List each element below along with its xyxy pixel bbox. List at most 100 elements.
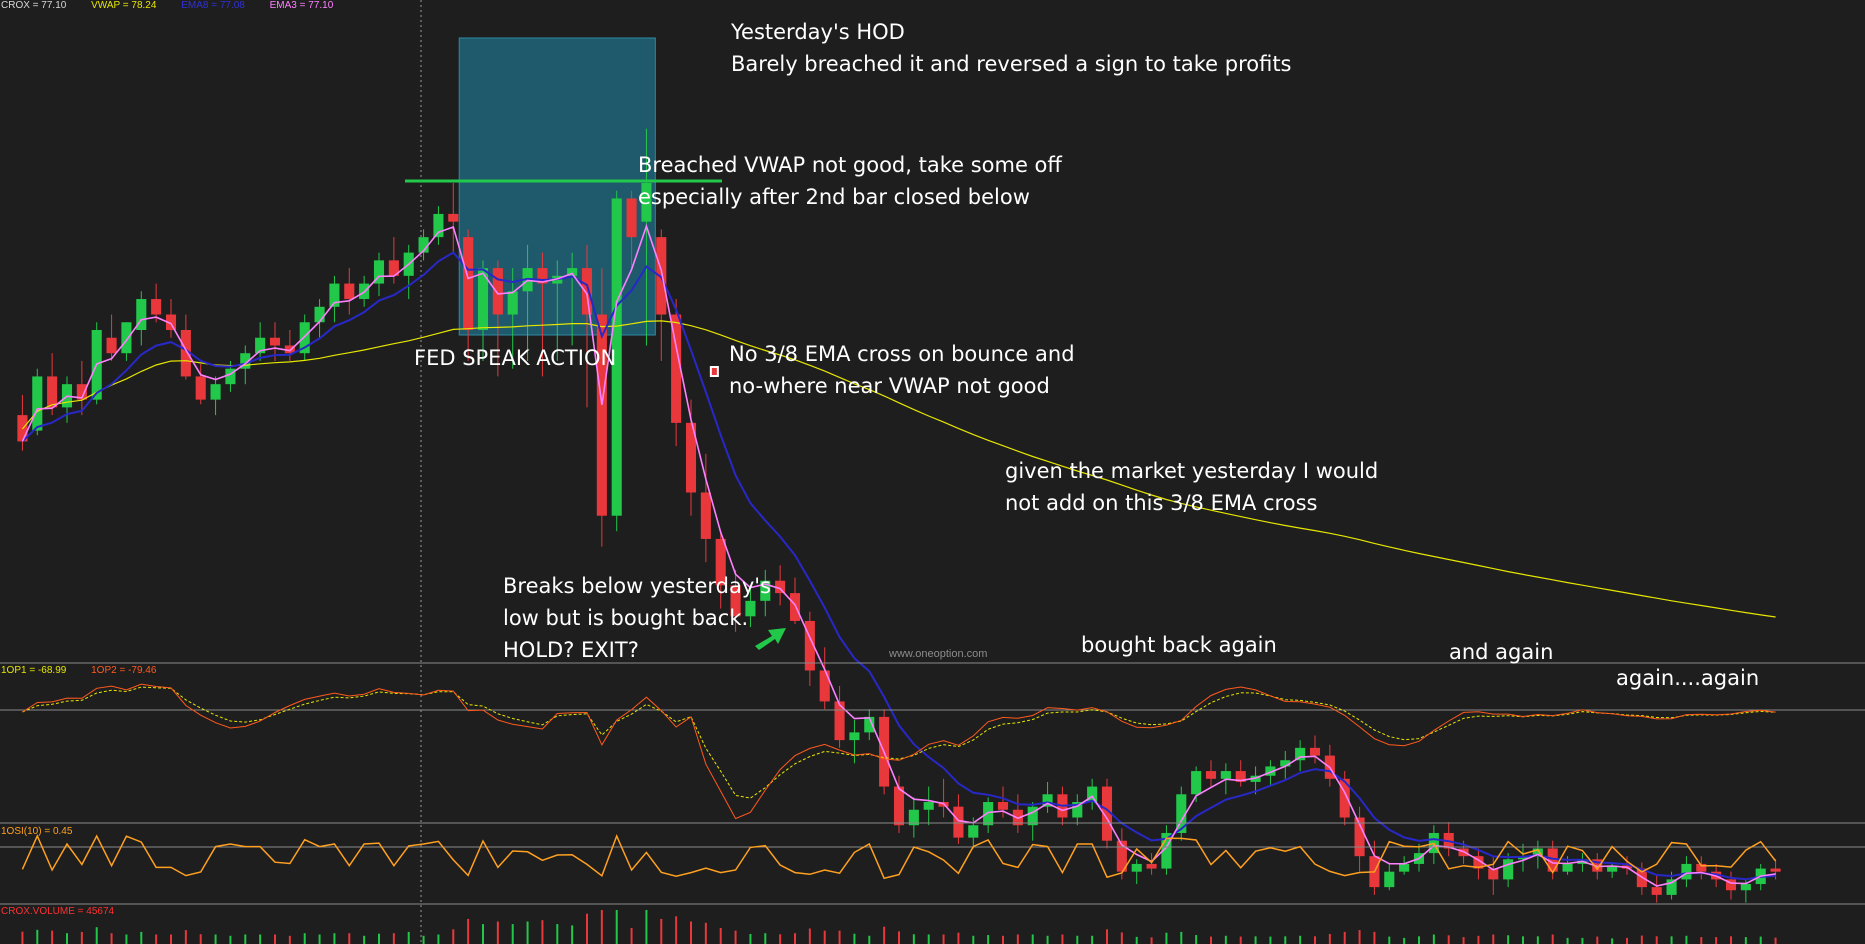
candle-body xyxy=(121,322,132,354)
candle-body xyxy=(1562,863,1573,872)
candle-body xyxy=(507,291,518,315)
candle-body xyxy=(1651,887,1662,895)
legend-1op1: 1OP1 = -68.99 xyxy=(1,665,67,676)
candle-body xyxy=(255,337,266,354)
legend-volume: CROX.VOLUME = 45674 xyxy=(1,906,115,917)
candle-body xyxy=(448,213,459,222)
candle-body xyxy=(1235,771,1246,782)
annotation-line: especially after 2nd bar closed below xyxy=(638,185,1030,209)
price-panel xyxy=(17,0,1781,944)
candle-body xyxy=(1607,865,1618,872)
candle-body xyxy=(344,283,355,300)
candle-body xyxy=(329,283,340,307)
candle-body xyxy=(819,670,830,702)
candle-body xyxy=(210,384,221,400)
candle-body xyxy=(1503,859,1514,880)
annotation-line: Barely breached it and reversed a sign t… xyxy=(731,52,1292,76)
candle-body xyxy=(47,376,58,408)
trade-marker-icon-inner xyxy=(711,368,717,375)
annotation-line: Yesterday's HOD xyxy=(731,20,905,44)
candle-body xyxy=(1042,794,1053,807)
candle-body xyxy=(968,825,979,838)
candle-body xyxy=(596,314,607,516)
annotation-line: Breaks below yesterday's xyxy=(503,574,771,598)
candle-body xyxy=(76,384,87,400)
annotation-line: HOLD? EXIT? xyxy=(503,638,639,662)
candle-body xyxy=(864,716,875,733)
annotation-again-again: again....again xyxy=(1616,666,1760,690)
ema3-line xyxy=(21,223,1776,887)
oscillator2-line xyxy=(21,834,1777,880)
annotation-ema-bounce: No 3/8 EMA cross on bounce and no-where … xyxy=(729,338,1075,402)
candle-body xyxy=(492,268,503,315)
candle-body xyxy=(136,299,147,330)
candle-body xyxy=(760,580,771,601)
candle-body xyxy=(1740,884,1751,891)
legend-ema3: EMA3 = 77.10 xyxy=(269,0,334,11)
green-arrow-icon xyxy=(755,628,786,650)
candle-body xyxy=(195,376,206,400)
osc2-legend: 1OSI(10) = 0.45 xyxy=(1,826,72,837)
candle-body xyxy=(477,268,489,330)
candle-body xyxy=(997,802,1009,810)
candle-body xyxy=(641,182,652,222)
candle-body xyxy=(1131,863,1142,872)
candle-body xyxy=(834,701,845,741)
candle-body xyxy=(730,585,741,617)
candle-body xyxy=(463,237,474,330)
candle-body xyxy=(1205,771,1217,779)
oscillator1-main-line xyxy=(22,683,1776,820)
candle-body xyxy=(269,337,281,346)
candle-body xyxy=(1681,863,1692,880)
candle-body xyxy=(1027,806,1038,826)
candle-body xyxy=(893,786,905,826)
annotation-line: no-where near VWAP not good xyxy=(729,374,1050,398)
annotation-vwap-breach: Breached VWAP not good, take some off es… xyxy=(638,149,1062,213)
candle-body xyxy=(1592,859,1603,872)
candle-body xyxy=(685,422,697,493)
candle-body xyxy=(1280,760,1291,767)
candle-body xyxy=(611,198,622,516)
candle-body xyxy=(745,600,756,617)
oscillator1-signal-line xyxy=(22,686,1776,799)
candle-body xyxy=(418,237,429,253)
annotation-line: given the market yesterday I would xyxy=(1005,459,1379,483)
candle-body xyxy=(165,314,177,330)
watermark: www.oneoption.com xyxy=(889,648,988,660)
candle-body xyxy=(1176,794,1187,833)
candle-body xyxy=(106,337,117,354)
candle-body xyxy=(299,322,310,354)
candle-body xyxy=(1116,840,1127,872)
candle-body xyxy=(1146,863,1157,869)
candle-body xyxy=(626,198,637,238)
candle-body xyxy=(775,580,786,594)
volume-legend: CROX.VOLUME = 45674 xyxy=(1,906,114,917)
candle-body xyxy=(789,593,801,621)
candle-body xyxy=(908,809,919,826)
legend-crox: CROX = 77.10 xyxy=(1,0,67,11)
candle-body xyxy=(1725,879,1737,891)
candle-body xyxy=(537,268,548,284)
candle-body xyxy=(284,345,295,354)
annotation-line: No 3/8 EMA cross on bounce and xyxy=(729,342,1075,366)
candle-body xyxy=(1666,879,1677,895)
candle-body xyxy=(715,538,726,586)
annotation-breaks-below: Breaks below yesterday's low but is boug… xyxy=(503,570,771,666)
candle-body xyxy=(180,330,191,377)
candle-body xyxy=(1339,778,1350,818)
candle-body xyxy=(849,732,860,741)
candle-body xyxy=(240,353,251,369)
candle-body xyxy=(1072,802,1083,818)
candle-body xyxy=(1191,771,1202,795)
candle-body xyxy=(1399,863,1410,872)
candle-body xyxy=(1161,832,1172,869)
vwap-line xyxy=(21,320,1776,618)
candle-body xyxy=(1101,786,1113,841)
candle-body xyxy=(700,492,711,539)
candle-body xyxy=(581,268,593,315)
candle-body xyxy=(433,213,444,238)
annotation-yesterday-hod: Yesterday's HOD Barely breached it and r… xyxy=(731,16,1292,80)
candle-body xyxy=(1309,747,1321,756)
candle-body xyxy=(567,268,578,276)
